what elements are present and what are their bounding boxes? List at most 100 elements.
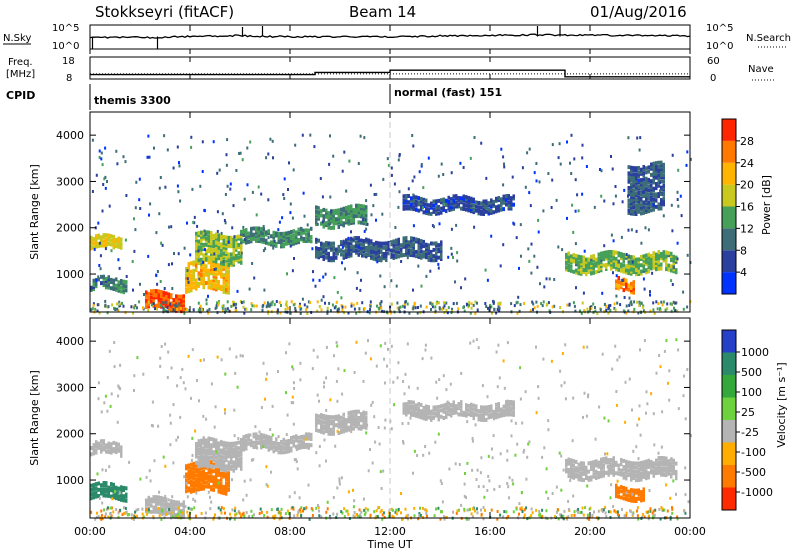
heatmap-cell [164, 185, 167, 189]
heatmap-cell [125, 194, 128, 197]
heatmap-cell [657, 206, 660, 211]
heatmap-cell [282, 450, 285, 455]
heatmap-cell [620, 268, 623, 273]
heatmap-cell [670, 268, 673, 273]
heatmap-cell [122, 488, 125, 492]
heatmap-cell [470, 411, 473, 415]
heatmap-cell [673, 306, 675, 310]
heatmap-cell [460, 286, 462, 290]
heatmap-cell [575, 472, 578, 477]
heatmap-cell [628, 296, 631, 300]
heatmap-cell [630, 169, 633, 174]
heatmap-cell [450, 403, 453, 408]
heatmap-cell [164, 301, 167, 304]
heatmap-cell [377, 249, 380, 254]
heatmap-cell [627, 171, 630, 176]
heatmap-cell [245, 307, 248, 311]
heatmap-cell [419, 304, 422, 308]
heatmap-cell [215, 232, 218, 237]
heatmap-cell [227, 448, 230, 452]
heatmap-cell [254, 425, 257, 429]
heatmap-cell [577, 477, 580, 482]
heatmap-cell [442, 205, 445, 210]
heatmap-cell [262, 439, 265, 444]
heatmap-cell [640, 207, 643, 212]
heatmap-cell [157, 497, 160, 502]
heatmap-cell [594, 306, 596, 309]
heatmap-cell [124, 311, 127, 315]
heatmap-cell [155, 303, 158, 308]
heatmap-cell [460, 402, 463, 407]
heatmap-cell [222, 304, 225, 308]
heatmap-cell [467, 305, 470, 309]
heatmap-cell [332, 154, 335, 158]
heatmap-cell [425, 406, 428, 411]
heatmap-cell [470, 196, 473, 201]
heatmap-cell [405, 244, 408, 249]
heatmap-cell [632, 471, 635, 476]
heatmap-cell [240, 251, 243, 255]
heatmap-cell [285, 239, 288, 244]
heatmap-cell [362, 414, 365, 419]
heatmap-cell [190, 145, 193, 149]
heatmap-cell [655, 258, 658, 263]
heatmap-cell [185, 275, 188, 280]
heatmap-cell [332, 221, 335, 226]
heatmap-cell [247, 433, 250, 438]
heatmap-cell [177, 296, 180, 301]
heatmap-cell [204, 232, 207, 236]
heatmap-cell [627, 179, 630, 184]
heatmap-cell [197, 281, 200, 286]
heatmap-cell [442, 306, 445, 310]
heatmap-cell [445, 198, 448, 203]
heatmap-cell [462, 207, 465, 211]
heatmap-cell [200, 457, 203, 462]
heatmap-cell [370, 256, 373, 260]
heatmap-cell [592, 462, 595, 467]
heatmap-cell [495, 198, 498, 203]
heatmap-cell [402, 206, 405, 211]
heatmap-cell [535, 179, 538, 183]
heatmap-cell [199, 184, 202, 188]
heatmap-cell [202, 234, 205, 239]
heatmap-cell [222, 251, 225, 256]
heatmap-cell [463, 482, 466, 486]
heatmap-cell [582, 345, 585, 349]
heatmap-cell [292, 435, 295, 440]
heatmap-cell [164, 464, 167, 468]
heatmap-cell [645, 199, 648, 204]
heatmap-cell [638, 417, 641, 421]
heatmap-cell [647, 200, 650, 205]
heatmap-cell [561, 352, 564, 355]
heatmap-cell [277, 233, 280, 238]
heatmap-cell [213, 425, 216, 429]
heatmap-cell [352, 505, 355, 509]
heatmap-cell [115, 287, 118, 292]
heatmap-cell [99, 254, 102, 258]
heatmap-cell [297, 238, 300, 242]
heatmap-cell [637, 461, 640, 466]
heatmap-cell [157, 289, 160, 294]
heatmap-cell [559, 306, 562, 309]
heatmap-cell [472, 210, 475, 215]
heatmap-cell [628, 303, 631, 307]
heatmap-cell [467, 403, 470, 408]
heatmap-cell [565, 469, 568, 474]
heatmap-cell [438, 378, 441, 382]
heatmap-cell [412, 224, 415, 228]
heatmap-cell [477, 201, 480, 205]
heatmap-cell [639, 136, 642, 140]
heatmap-cell [200, 257, 203, 262]
heatmap-cell [627, 186, 630, 190]
heatmap-cell [97, 221, 100, 225]
heatmap-cell [212, 454, 215, 459]
heatmap-cell [414, 306, 417, 310]
heatmap-cell [327, 256, 330, 260]
heatmap-cell [217, 256, 220, 261]
heatmap-cell [592, 262, 595, 267]
heatmap-cell [507, 400, 510, 404]
heatmap-cell [581, 301, 584, 305]
heatmap-cell [359, 288, 362, 292]
heatmap-cell [345, 422, 348, 427]
heatmap-cell [684, 466, 687, 470]
